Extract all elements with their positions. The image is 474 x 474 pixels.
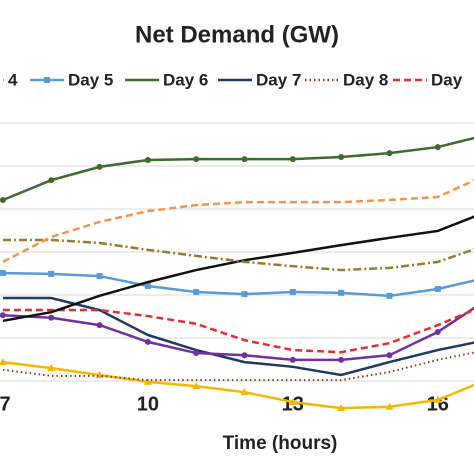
legend-label: 4 bbox=[8, 70, 18, 89]
marker bbox=[193, 156, 200, 163]
series bbox=[2, 238, 474, 272]
legend-label: Day 5 bbox=[68, 70, 113, 89]
line bbox=[2, 215, 474, 323]
line bbox=[2, 136, 474, 202]
marker bbox=[240, 388, 249, 396]
marker bbox=[337, 404, 346, 412]
legend-marker bbox=[44, 77, 50, 83]
marker bbox=[144, 282, 151, 289]
marker bbox=[433, 395, 442, 403]
series bbox=[0, 358, 474, 412]
x-tick-label: 10 bbox=[137, 393, 159, 415]
marker bbox=[338, 356, 345, 363]
line bbox=[2, 271, 474, 298]
marker bbox=[386, 150, 393, 157]
marker bbox=[96, 163, 103, 170]
marker bbox=[47, 364, 56, 372]
legend-label: Day 7 bbox=[256, 70, 301, 89]
series bbox=[2, 179, 474, 264]
x-tick-label: 7 bbox=[0, 393, 11, 415]
series bbox=[2, 296, 474, 377]
series bbox=[2, 215, 474, 323]
marker bbox=[434, 285, 441, 292]
marker bbox=[289, 288, 296, 295]
legend-label: Day bbox=[431, 70, 463, 89]
marker bbox=[144, 156, 151, 163]
line bbox=[2, 296, 474, 377]
marker bbox=[0, 270, 6, 277]
marker bbox=[241, 352, 248, 359]
marker bbox=[0, 358, 7, 366]
marker bbox=[434, 328, 441, 335]
chart-title: Net Demand (GW) bbox=[135, 21, 339, 48]
marker bbox=[193, 288, 200, 295]
marker bbox=[386, 292, 393, 299]
marker bbox=[96, 322, 103, 329]
marker bbox=[48, 314, 55, 321]
marker bbox=[192, 382, 201, 390]
marker bbox=[0, 312, 6, 319]
marker bbox=[385, 402, 394, 410]
marker bbox=[241, 156, 248, 163]
line bbox=[2, 238, 474, 272]
series bbox=[2, 308, 474, 354]
series bbox=[0, 306, 474, 363]
legend-label: Day 6 bbox=[163, 70, 208, 89]
marker bbox=[193, 350, 200, 357]
line bbox=[2, 179, 474, 264]
marker bbox=[338, 289, 345, 296]
series bbox=[0, 270, 474, 299]
marker bbox=[338, 153, 345, 160]
legend-label: Day 8 bbox=[343, 70, 388, 89]
x-axis-label: Time (hours) bbox=[223, 433, 338, 454]
marker bbox=[143, 377, 152, 385]
marker bbox=[48, 177, 55, 184]
marker bbox=[48, 270, 55, 277]
marker bbox=[96, 273, 103, 280]
marker bbox=[241, 291, 248, 298]
marker bbox=[0, 196, 6, 203]
marker bbox=[434, 144, 441, 151]
marker bbox=[144, 338, 151, 345]
marker bbox=[289, 356, 296, 363]
marker bbox=[289, 156, 296, 163]
marker bbox=[288, 398, 297, 406]
series bbox=[0, 136, 474, 203]
marker bbox=[386, 352, 393, 359]
line bbox=[2, 308, 474, 354]
